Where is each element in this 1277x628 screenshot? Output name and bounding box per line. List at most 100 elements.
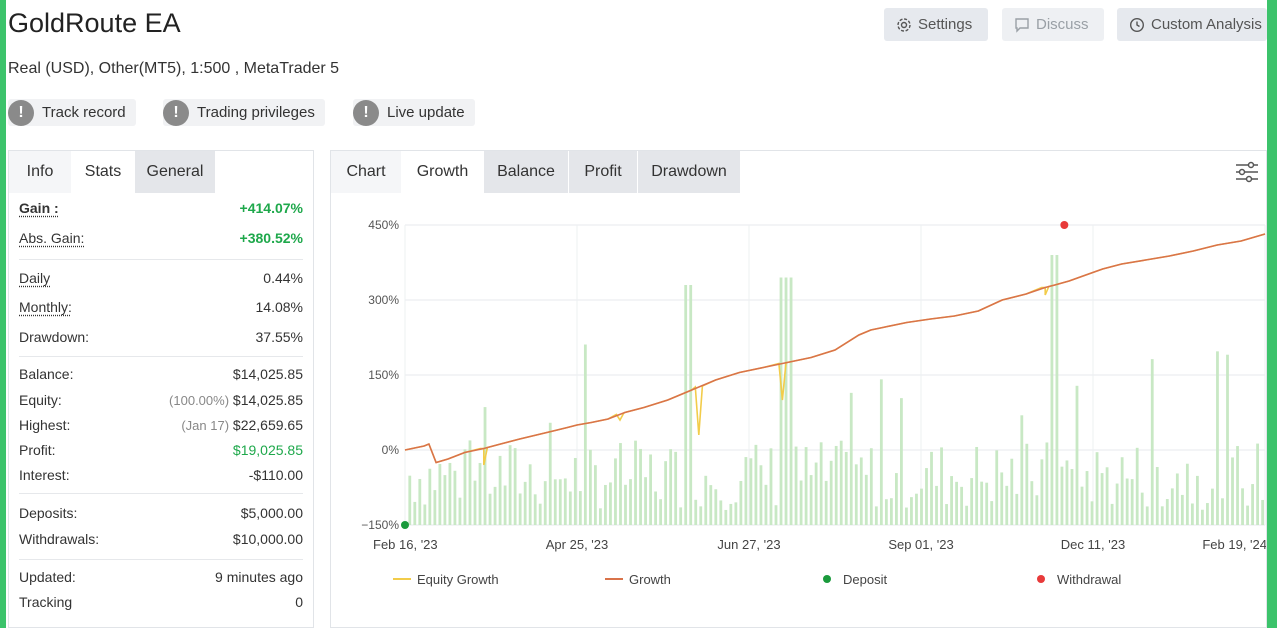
updated-label: Updated:	[19, 569, 76, 585]
stat-interest: Interest: -$110.00	[9, 462, 313, 487]
profit-bar	[749, 458, 753, 525]
profit-bar	[483, 407, 487, 525]
settings-button[interactable]: Settings	[884, 8, 988, 41]
profit-bar	[1050, 255, 1054, 525]
x-tick-label: Sep 01, '23	[888, 537, 953, 552]
profit-bar	[995, 450, 999, 525]
profit-bar	[523, 481, 527, 525]
profit-bar	[980, 481, 984, 525]
y-tick-label: 450%	[368, 218, 399, 232]
gain-value: +414.07%	[239, 200, 303, 216]
profit-bar	[1000, 472, 1004, 525]
tab-drawdown[interactable]: Drawdown	[638, 151, 740, 193]
profit-bar	[719, 500, 723, 525]
profit-bar	[1206, 503, 1209, 525]
profit-bar	[428, 468, 432, 525]
profit-bar	[488, 493, 492, 525]
profit-bar	[859, 457, 863, 525]
profit-bar	[674, 451, 678, 525]
profit-bar	[654, 491, 657, 525]
profit-bar	[583, 344, 587, 525]
chart-tabs: Chart Growth Balance Profit Drawdown	[331, 151, 1266, 193]
tab-stats[interactable]: Stats	[71, 151, 135, 193]
page-title: GoldRoute EA	[8, 8, 181, 38]
updated-value: 9 minutes ago	[215, 569, 303, 585]
profit-bar	[458, 497, 462, 525]
discuss-button[interactable]: Discuss	[1002, 8, 1104, 41]
trading-privileges-badge[interactable]: ! Trading privileges	[163, 99, 325, 126]
profit-bar	[1261, 499, 1265, 525]
profit-bar	[1090, 501, 1094, 525]
profit-bar	[920, 488, 923, 525]
profit-bar	[1070, 469, 1074, 525]
abs-gain-label[interactable]: Abs. Gain:	[19, 230, 85, 246]
stat-gain: Gain : +414.07%	[9, 193, 313, 223]
profit-bar	[814, 462, 818, 525]
discuss-label: Discuss	[1036, 16, 1089, 33]
equity-percent: (100.00%)	[169, 392, 230, 408]
profit-bar	[774, 505, 778, 525]
x-tick-label: Dec 11, '23	[1061, 537, 1125, 552]
tab-growth[interactable]: Growth	[401, 151, 484, 193]
profit-value: $19,025.85	[232, 441, 303, 458]
tab-balance[interactable]: Balance	[484, 151, 568, 193]
tab-general[interactable]: General	[135, 151, 215, 193]
profit-bar	[779, 277, 783, 525]
profit-bar	[819, 442, 823, 525]
sliders-icon[interactable]	[1234, 159, 1260, 185]
profit-bar	[1135, 447, 1139, 525]
profit-bar	[990, 501, 994, 525]
profit-bar	[874, 506, 878, 525]
profit-bar	[849, 392, 853, 525]
profit-bar	[599, 508, 602, 525]
monthly-label[interactable]: Monthly:	[19, 299, 72, 315]
profit-bar	[1125, 478, 1129, 525]
profit-bar	[413, 501, 417, 525]
profit-bar	[960, 486, 964, 525]
interest-value: -$110.00	[248, 466, 303, 483]
tab-profit[interactable]: Profit	[569, 151, 637, 193]
profit-bar	[1145, 506, 1149, 525]
gain-label[interactable]: Gain :	[19, 200, 59, 216]
profit-bar	[1251, 484, 1254, 525]
profit-bar	[884, 499, 888, 525]
profit-bar	[448, 462, 452, 525]
daily-value: 0.44%	[263, 270, 303, 286]
withdrawals-value: $10,000.00	[232, 530, 303, 547]
profit-bar	[1120, 457, 1124, 525]
profit-bar	[629, 479, 632, 525]
growth-line	[404, 233, 1266, 464]
profit-bar	[829, 460, 833, 525]
settings-label: Settings	[918, 16, 973, 33]
y-tick-label: −150%	[361, 518, 399, 532]
profit-bar	[453, 470, 457, 525]
track-record-badge[interactable]: ! Track record	[8, 99, 136, 126]
profit-bar	[493, 486, 497, 525]
growth-chart: 450% 300% 150% 0% −150% Feb 16, '23 Apr 25, '2…	[361, 218, 1266, 587]
daily-label[interactable]: Daily	[19, 270, 51, 286]
profit-bar	[915, 493, 918, 525]
live-update-badge[interactable]: ! Live update	[353, 99, 475, 126]
stat-profit: Profit: $19,025.85	[9, 437, 313, 462]
profit-bar	[940, 447, 943, 525]
profit-bar	[679, 507, 683, 525]
profit-bar	[714, 489, 718, 525]
tab-info[interactable]: Info	[9, 151, 71, 193]
profit-bar	[744, 457, 748, 525]
profit-bar	[970, 478, 974, 525]
profit-bar	[1020, 415, 1024, 525]
legend-deposit: Deposit	[843, 572, 887, 587]
interest-label: Interest:	[19, 466, 70, 483]
x-tick-label: Feb 16, '23	[373, 537, 438, 552]
stat-balance: Balance: $14,025.85	[9, 357, 313, 387]
profit-bar	[664, 461, 668, 525]
drawdown-label: Drawdown:	[19, 329, 90, 345]
profit-bar	[498, 455, 502, 525]
tab-chart[interactable]: Chart	[331, 151, 401, 193]
stat-withdrawals: Withdrawals: $10,000.00	[9, 526, 313, 551]
custom-analysis-button[interactable]: Custom Analysis	[1117, 8, 1267, 41]
profit-bar	[1211, 488, 1214, 525]
profit-bar	[869, 448, 873, 525]
profit-bar	[804, 447, 808, 525]
profit-bar	[1080, 486, 1084, 525]
